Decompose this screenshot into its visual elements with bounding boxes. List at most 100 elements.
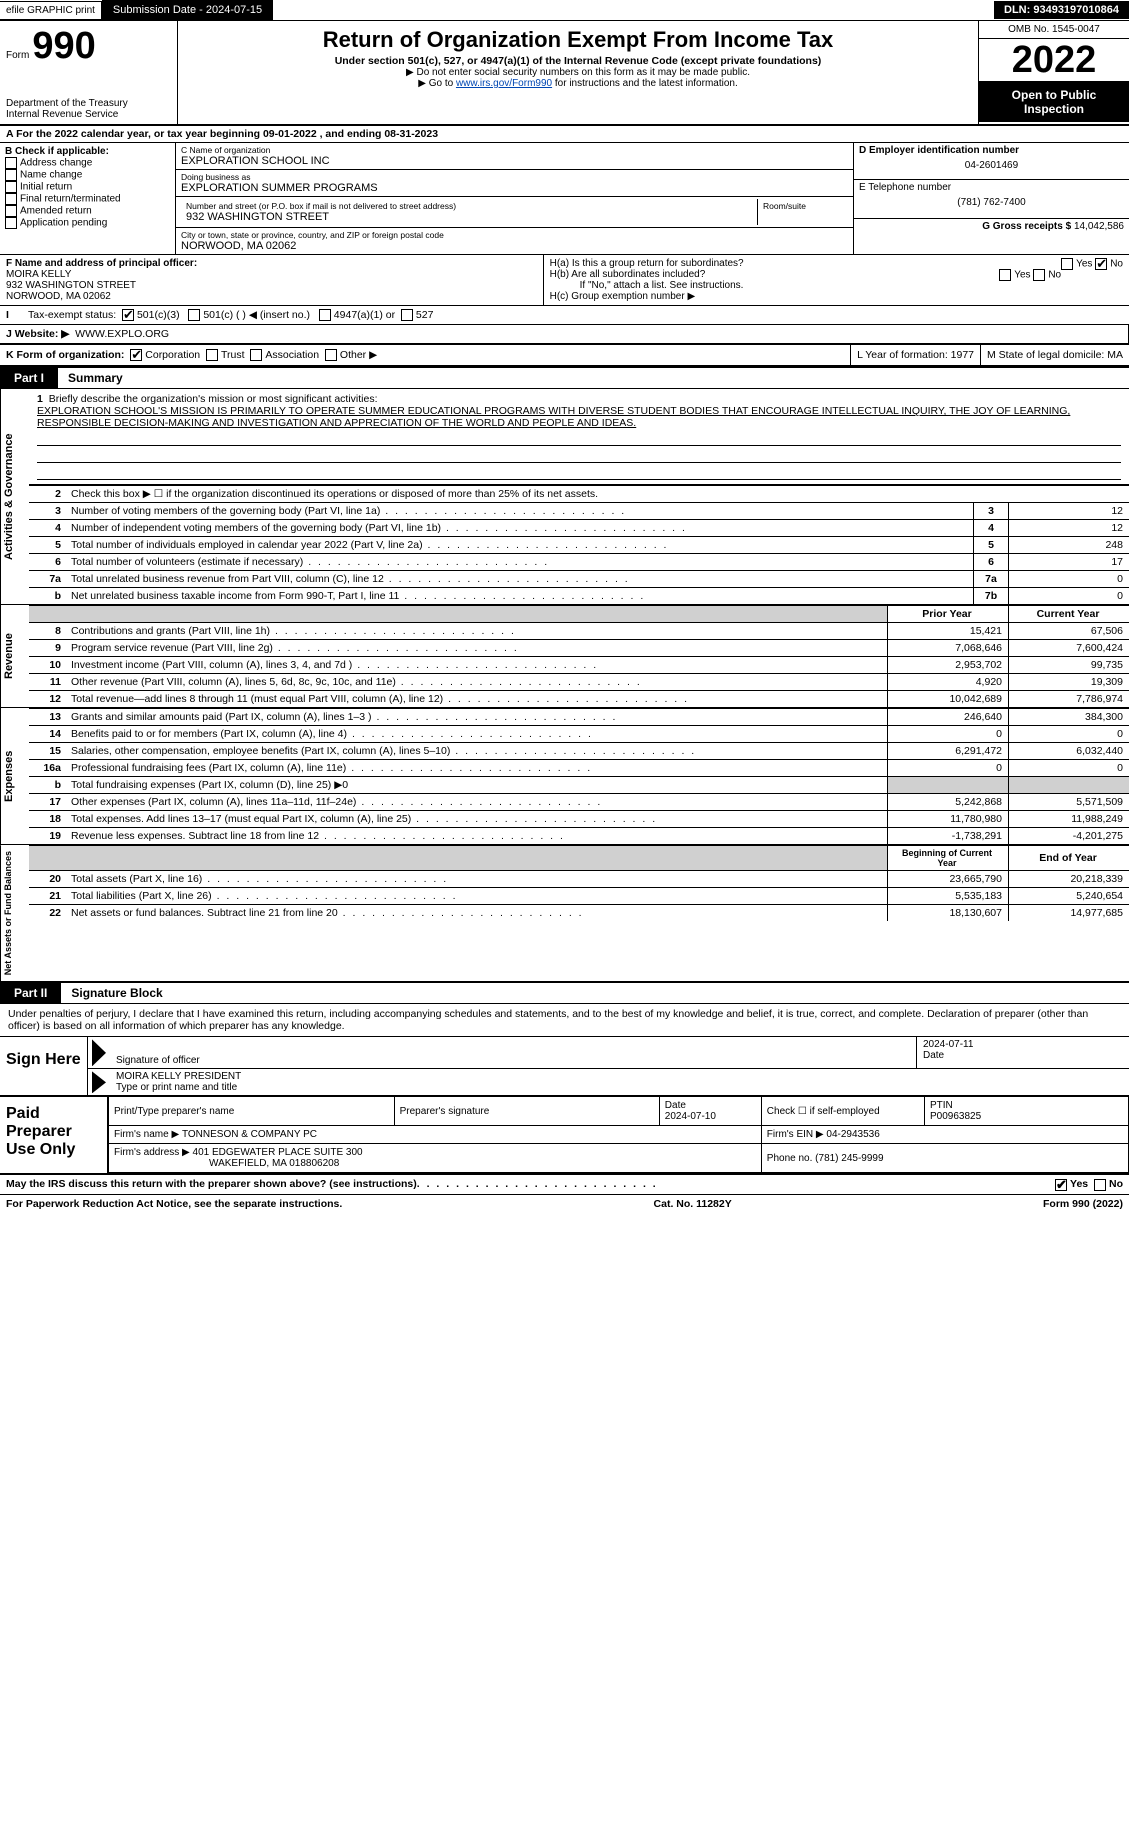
ein: 04-2601469: [859, 156, 1124, 175]
principal-officer: F Name and address of principal officer:…: [0, 255, 544, 305]
table-row: 7aTotal unrelated business revenue from …: [29, 571, 1129, 588]
tax-year: 2022: [979, 39, 1129, 82]
telephone: (781) 762-7400: [859, 193, 1124, 212]
arrow-icon: [92, 1071, 106, 1093]
netassets-table: Beginning of Current YearEnd of Year 20T…: [29, 845, 1129, 921]
table-row: 10Investment income (Part VIII, column (…: [29, 657, 1129, 674]
firm-addr1: 401 EDGEWATER PLACE SUITE 300: [193, 1147, 363, 1158]
table-row: 13Grants and similar amounts paid (Part …: [29, 709, 1129, 726]
arrow-icon: [92, 1039, 106, 1066]
state-domicile: M State of legal domicile: MA: [981, 345, 1129, 365]
table-row: 21Total liabilities (Part X, line 26)5,5…: [29, 888, 1129, 905]
group-return: H(a) Is this a group return for subordin…: [544, 255, 1129, 305]
table-row: 5Total number of individuals employed in…: [29, 537, 1129, 554]
governance-table: 2Check this box ▶ ☐ if the organization …: [29, 485, 1129, 604]
revenue-section: Revenue Prior YearCurrent Year 8Contribu…: [0, 605, 1129, 708]
chk-app: Application pending: [5, 217, 170, 229]
header-left: Form 990 Department of the Treasury Inte…: [0, 21, 178, 124]
chk-initial: Initial return: [5, 181, 170, 193]
table-row: 18Total expenses. Add lines 13–17 (must …: [29, 811, 1129, 828]
table-row: 15Salaries, other compensation, employee…: [29, 743, 1129, 760]
officer-name: MOIRA KELLY PRESIDENT: [116, 1071, 1123, 1082]
form-title: Return of Organization Exempt From Incom…: [184, 27, 972, 53]
discuss-row: May the IRS discuss this return with the…: [0, 1175, 1129, 1194]
form-number: 990: [32, 25, 95, 67]
mission-text: EXPLORATION SCHOOL'S MISSION IS PRIMARIL…: [37, 405, 1070, 429]
table-row: 3Number of voting members of the governi…: [29, 503, 1129, 520]
header-mid: Return of Organization Exempt From Incom…: [178, 21, 978, 124]
table-row: 2Check this box ▶ ☐ if the organization …: [29, 486, 1129, 503]
table-row: 17Other expenses (Part IX, column (A), l…: [29, 794, 1129, 811]
side-revenue: Revenue: [0, 605, 29, 707]
signature-declaration: Under penalties of perjury, I declare th…: [0, 1004, 1129, 1037]
sign-here-block: Sign Here Signature of officer 2024-07-1…: [0, 1037, 1129, 1097]
table-row: 12Total revenue—add lines 8 through 11 (…: [29, 691, 1129, 708]
table-row: 14Benefits paid to or for members (Part …: [29, 726, 1129, 743]
form-prefix: Form: [6, 50, 29, 61]
dept-irs: Internal Revenue Service: [6, 109, 171, 120]
table-row: 4Number of independent voting members of…: [29, 520, 1129, 537]
side-expenses: Expenses: [0, 708, 29, 844]
dln-label: DLN: 93493197010864: [994, 1, 1129, 19]
website: WWW.EXPLO.ORG: [75, 328, 169, 340]
table-row: 9Program service revenue (Part VIII, lin…: [29, 640, 1129, 657]
efile-label: efile GRAPHIC print: [0, 1, 102, 20]
table-row: 16aProfessional fundraising fees (Part I…: [29, 760, 1129, 777]
row-fgh: F Name and address of principal officer:…: [0, 255, 1129, 306]
revenue-table: Prior YearCurrent Year 8Contributions an…: [29, 605, 1129, 707]
expenses-section: Expenses 13Grants and similar amounts pa…: [0, 708, 1129, 845]
governance-section: Activities & Governance 1 Briefly descri…: [0, 389, 1129, 605]
form-header: Form 990 Department of the Treasury Inte…: [0, 21, 1129, 126]
col-b-checkboxes: B Check if applicable: Address change Na…: [0, 143, 176, 254]
chk-amended: Amended return: [5, 205, 170, 217]
chk-name: Name change: [5, 169, 170, 181]
org-name: EXPLORATION SCHOOL INC: [181, 155, 848, 167]
line-a: A For the 2022 calendar year, or tax yea…: [0, 126, 1129, 143]
prep-date: 2024-07-10: [665, 1111, 716, 1122]
side-governance: Activities & Governance: [0, 389, 29, 604]
paid-preparer-label: Paid Preparer Use Only: [0, 1097, 108, 1173]
firm-addr2: WAKEFIELD, MA 018806208: [114, 1158, 339, 1169]
dba: EXPLORATION SUMMER PROGRAMS: [181, 182, 848, 194]
netassets-section: Net Assets or Fund Balances Beginning of…: [0, 845, 1129, 982]
table-row: 11Other revenue (Part VIII, column (A), …: [29, 674, 1129, 691]
table-row: 22Net assets or fund balances. Subtract …: [29, 905, 1129, 922]
chk-501c3[interactable]: [122, 309, 134, 321]
part1-header: Part I Summary: [0, 367, 1129, 389]
tax-exempt-row: I Tax-exempt status: 501(c)(3) 501(c) ( …: [0, 306, 1129, 325]
irs-link[interactable]: www.irs.gov/Form990: [456, 78, 552, 89]
city: NORWOOD, MA 02062: [181, 240, 848, 252]
ssn-note: ▶ Do not enter social security numbers o…: [184, 67, 972, 78]
entity-block: B Check if applicable: Address change Na…: [0, 143, 1129, 255]
submission-date: Submission Date - 2024-07-15: [102, 0, 273, 20]
expenses-table: 13Grants and similar amounts paid (Part …: [29, 708, 1129, 844]
top-toolbar: efile GRAPHIC print Submission Date - 20…: [0, 0, 1129, 21]
part2-header: Part II Signature Block: [0, 982, 1129, 1004]
col-d-ein: D Employer identification number 04-2601…: [854, 143, 1129, 254]
table-row: 8Contributions and grants (Part VIII, li…: [29, 623, 1129, 640]
year-formation: L Year of formation: 1977: [851, 345, 981, 365]
side-netassets: Net Assets or Fund Balances: [0, 845, 29, 981]
open-public-badge: Open to Public Inspection: [979, 82, 1129, 122]
sign-here-label: Sign Here: [0, 1037, 88, 1095]
omb-number: OMB No. 1545-0047: [979, 21, 1129, 39]
page-footer: For Paperwork Reduction Act Notice, see …: [0, 1195, 1129, 1213]
row-j: J Website: ▶ WWW.EXPLO.ORG: [0, 325, 1129, 345]
mission-block: 1 Briefly describe the organization's mi…: [29, 389, 1129, 485]
table-row: 19Revenue less expenses. Subtract line 1…: [29, 828, 1129, 845]
dept-treasury: Department of the Treasury: [6, 98, 171, 109]
firm-name: TONNESON & COMPANY PC: [182, 1129, 317, 1140]
header-right: OMB No. 1545-0047 2022 Open to Public In…: [978, 21, 1129, 124]
table-row: 6Total number of volunteers (estimate if…: [29, 554, 1129, 571]
firm-ein: 04-2943536: [826, 1129, 879, 1140]
street: 932 WASHINGTON STREET: [186, 211, 752, 223]
chk-address: Address change: [5, 157, 170, 169]
table-row: bNet unrelated business taxable income f…: [29, 588, 1129, 605]
sign-date: 2024-07-11: [923, 1039, 1123, 1050]
chk-final: Final return/terminated: [5, 193, 170, 205]
firm-phone: (781) 245-9999: [815, 1153, 883, 1164]
gross-receipts: 14,042,586: [1074, 221, 1124, 232]
table-row: 20Total assets (Part X, line 16)23,665,7…: [29, 871, 1129, 888]
ptin: P00963825: [930, 1111, 981, 1122]
col-c-org: C Name of organization EXPLORATION SCHOO…: [176, 143, 854, 254]
